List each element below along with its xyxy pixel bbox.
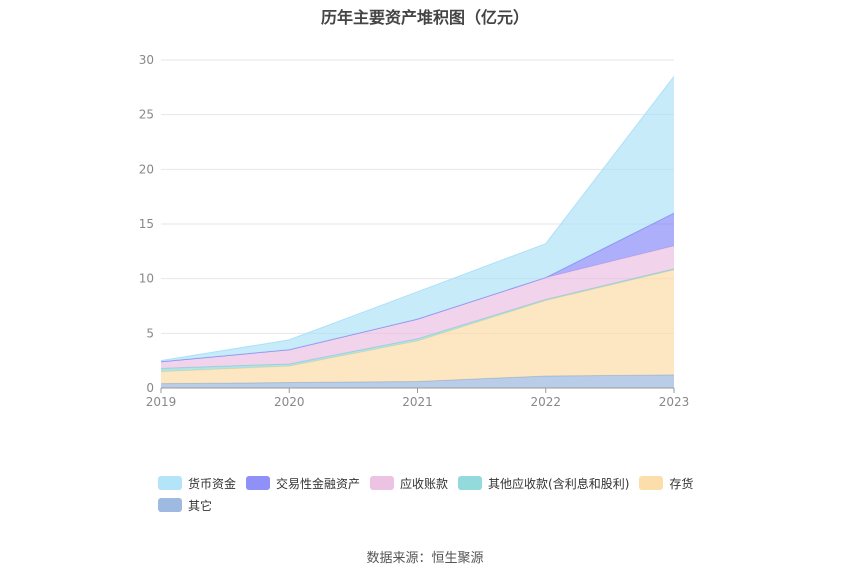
legend: 货币资金 交易性金融资产 应收账款 其他应收款(含利息和股利) 存货其它 bbox=[158, 472, 718, 516]
area-series bbox=[161, 76, 674, 362]
legend-swatch bbox=[458, 476, 483, 490]
legend-item[interactable]: 货币资金 bbox=[158, 472, 236, 494]
legend-label: 其他应收款(含利息和股利) bbox=[488, 476, 630, 491]
legend-swatch bbox=[158, 476, 182, 490]
legend-item[interactable]: 其它 bbox=[158, 494, 212, 516]
legend-item[interactable]: 存货 bbox=[639, 472, 693, 494]
y-tick-label: 25 bbox=[139, 108, 154, 122]
series-line bbox=[160, 76, 675, 362]
legend-label: 其它 bbox=[188, 498, 213, 513]
legend-swatch bbox=[639, 476, 664, 490]
x-tick-label: 2022 bbox=[530, 395, 561, 409]
area-series bbox=[161, 269, 674, 384]
y-tick-label: 15 bbox=[139, 217, 154, 231]
legend-label: 存货 bbox=[669, 476, 694, 491]
legend-label: 货币资金 bbox=[188, 476, 237, 491]
data-source: 数据来源：恒生聚源 bbox=[366, 551, 484, 566]
x-tick-label: 2020 bbox=[274, 395, 305, 409]
legend-item[interactable]: 其他应收款(含利息和股利) bbox=[458, 472, 629, 494]
legend-item[interactable]: 交易性金融资产 bbox=[246, 472, 360, 494]
y-tick-label: 10 bbox=[139, 272, 154, 286]
y-tick-label: 5 bbox=[146, 326, 154, 340]
y-tick-label: 20 bbox=[139, 162, 154, 176]
x-tick-label: 2023 bbox=[659, 395, 690, 409]
legend-label: 应收账款 bbox=[400, 476, 449, 491]
y-tick-label: 0 bbox=[146, 381, 154, 395]
legend-swatch bbox=[246, 476, 271, 490]
chart-title: 历年主要资产堆积图（亿元） bbox=[320, 8, 529, 27]
legend-item[interactable]: 应收账款 bbox=[370, 472, 448, 494]
y-tick-label: 30 bbox=[139, 53, 154, 67]
legend-swatch bbox=[370, 476, 395, 490]
legend-swatch bbox=[158, 498, 182, 512]
x-tick-label: 2019 bbox=[146, 395, 177, 409]
legend-label: 交易性金融资产 bbox=[276, 476, 361, 491]
x-tick-label: 2021 bbox=[402, 395, 433, 409]
